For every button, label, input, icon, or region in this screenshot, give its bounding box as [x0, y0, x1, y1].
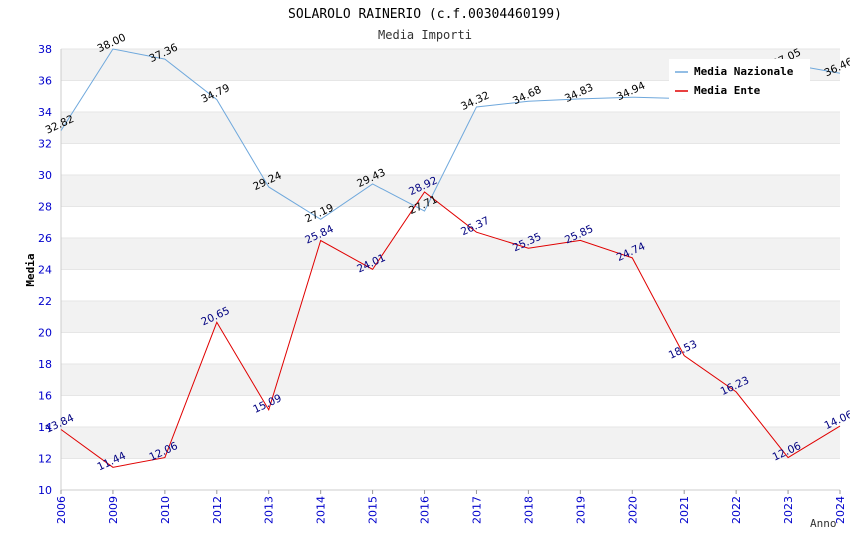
- legend-label-media-nazionale: Media Nazionale: [694, 65, 794, 78]
- grid-band: [61, 238, 840, 270]
- x-tick-label: 2017: [470, 496, 483, 524]
- x-tick-label: 2022: [730, 496, 743, 524]
- series-line-media-ente: [60, 191, 841, 468]
- y-tick-label: 16: [38, 390, 52, 403]
- legend-label-media-ente: Media Ente: [694, 84, 761, 97]
- x-tick-label: 2020: [626, 496, 639, 524]
- x-axis-ticks: 2006 2009 2010 2012 2013 2014 2015 2016 2017 2018…: [55, 490, 847, 524]
- grid-bands: [61, 48, 840, 491]
- grid-band: [61, 395, 840, 427]
- grid-band: [61, 301, 840, 333]
- y-tick-label: 38: [38, 43, 52, 56]
- y-tick-label: 14: [38, 421, 52, 434]
- x-tick-label: 2013: [263, 496, 276, 524]
- legend-box: [669, 59, 810, 99]
- x-tick-label: 2023: [782, 496, 795, 524]
- grid-band: [61, 206, 840, 238]
- x-tick-label: 2019: [574, 496, 587, 524]
- grid-band: [61, 458, 840, 490]
- x-tick-label: 2009: [107, 496, 120, 524]
- chart-title: SOLAROLO RAINERIO (c.f.00304460199): [288, 7, 562, 22]
- x-tick-label: 2015: [367, 496, 380, 524]
- legend: Media Nazionale Media Ente: [669, 59, 810, 99]
- x-tick-label: 2016: [419, 496, 432, 524]
- y-tick-label: 28: [38, 201, 52, 214]
- grid-band: [61, 332, 840, 364]
- x-tick-label: 2014: [315, 496, 328, 524]
- x-tick-label: 2018: [522, 496, 535, 524]
- y-tick-label: 26: [38, 232, 52, 245]
- x-tick-label: 2021: [678, 496, 691, 524]
- y-tick-label: 12: [38, 453, 52, 466]
- y-tick-label: 34: [38, 106, 52, 119]
- x-tick-label: 2012: [211, 496, 224, 524]
- x-tick-label: 2024: [834, 496, 847, 524]
- y-tick-label: 32: [38, 138, 52, 151]
- y-tick-label: 30: [38, 169, 52, 182]
- y-tick-label: 24: [38, 264, 52, 277]
- y-tick-label: 20: [38, 327, 52, 340]
- x-tick-label: 2006: [55, 496, 68, 524]
- axes: [60, 49, 840, 491]
- grid-band: [61, 175, 840, 207]
- grid-band: [61, 112, 840, 144]
- y-tick-label: 10: [38, 484, 52, 497]
- y-tick-label: 36: [38, 75, 52, 88]
- y-axis-label: Media: [24, 253, 37, 286]
- x-tick-label: 2010: [159, 496, 172, 524]
- grid-band: [61, 269, 840, 301]
- grid-band: [61, 427, 840, 459]
- y-tick-label: 22: [38, 295, 52, 308]
- y-axis-ticks: 10 12 14 16 18 20 22 24 26 28 30 32 34 36 38: [38, 43, 52, 497]
- chart-subtitle: Media Importi: [378, 28, 472, 42]
- x-axis-label: Anno: [810, 517, 837, 530]
- y-tick-label: 18: [38, 358, 52, 371]
